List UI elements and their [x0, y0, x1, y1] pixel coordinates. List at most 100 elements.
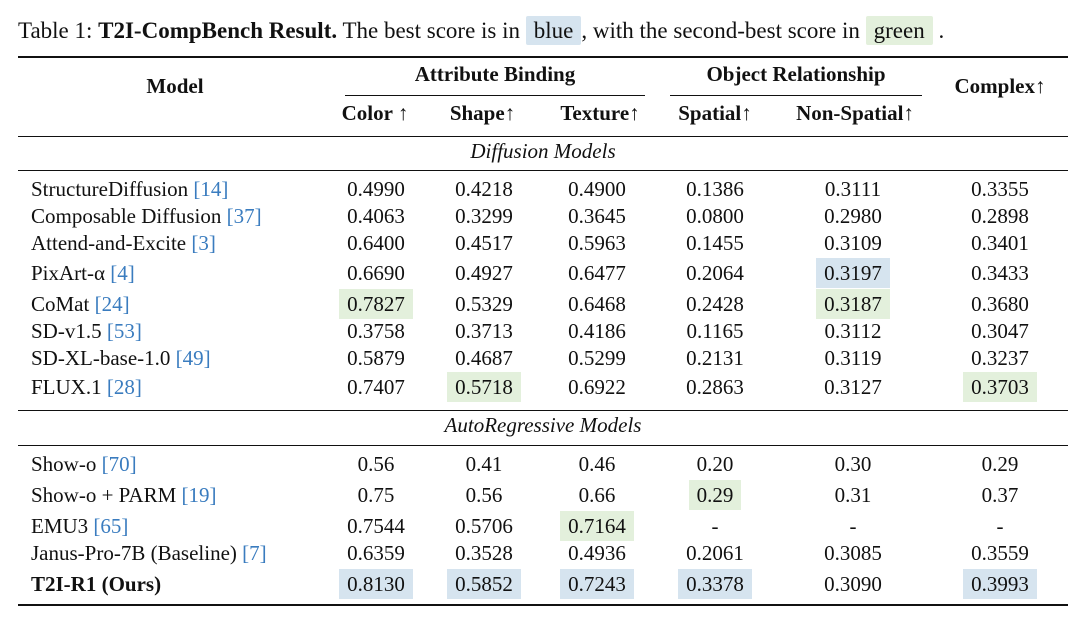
- score-value: 0.2061: [686, 541, 744, 565]
- table-row: Janus-Pro-7B (Baseline) [7] 0.6359 0.3528 0…: [0, 538, 1080, 568]
- model-label: EMU3: [31, 514, 94, 538]
- citation-ref: [14]: [193, 177, 229, 201]
- score-cell: 0.3090: [798, 569, 908, 599]
- score-cell: -: [798, 511, 908, 541]
- header-spatial: Spatial↑: [678, 101, 752, 125]
- score-cell: 0.2131: [660, 343, 770, 373]
- score-value: 0.3197: [816, 258, 890, 288]
- model-label: Attend-and-Excite: [31, 231, 192, 255]
- score-cell: 0.3378: [660, 569, 770, 599]
- citation-ref: [53]: [106, 319, 142, 343]
- score-value: 0.4186: [568, 319, 626, 343]
- header-attribute-binding: Attribute Binding: [414, 62, 576, 86]
- score-cell: 0.3703: [945, 372, 1055, 402]
- model-label: StructureDiffusion: [31, 177, 194, 201]
- score-cell: 0.2980: [798, 201, 908, 231]
- score-cell: 0.3433: [945, 258, 1055, 288]
- score-value: 0.20: [696, 452, 734, 476]
- score-cell: 0.3758: [321, 316, 431, 346]
- score-value: 0.5879: [347, 346, 405, 370]
- citation-ref: [3]: [191, 231, 216, 255]
- score-cell: 0.3109: [798, 228, 908, 258]
- score-cell: 0.4517: [429, 228, 539, 258]
- score-cell: 0.46: [542, 449, 652, 479]
- score-cell: 0.3047: [945, 316, 1055, 346]
- score-cell: 0.3119: [798, 343, 908, 373]
- score-cell: 0.3559: [945, 538, 1055, 568]
- score-value: 0.3758: [347, 319, 405, 343]
- score-cell: 0.4687: [429, 343, 539, 373]
- score-value: 0.4063: [347, 204, 405, 228]
- score-cell: 0.6477: [542, 258, 652, 288]
- model-name: FLUX.1 [28]: [31, 372, 142, 402]
- score-cell: 0.4900: [542, 174, 652, 204]
- score-cell: 0.7164: [542, 511, 652, 541]
- score-value: -: [711, 514, 719, 538]
- score-cell: 0.31: [798, 480, 908, 510]
- score-value: 0.66: [578, 483, 616, 507]
- score-cell: 0.3187: [798, 289, 908, 319]
- score-value: 0.4687: [455, 346, 513, 370]
- score-value: 0.3127: [824, 375, 882, 399]
- model-name: Composable Diffusion [37]: [31, 201, 262, 231]
- score-cell: 0.6468: [542, 289, 652, 319]
- score-value: 0.3433: [971, 261, 1029, 285]
- table-row: StructureDiffusion [14] 0.4990 0.4218 0.490…: [0, 174, 1080, 204]
- score-cell: 0.5963: [542, 228, 652, 258]
- model-name: SD-XL-base-1.0 [49]: [31, 343, 211, 373]
- score-cell: 0.3528: [429, 538, 539, 568]
- score-value: 0.2428: [686, 292, 744, 316]
- score-cell: 0.3680: [945, 289, 1055, 319]
- score-value: 0.3090: [824, 572, 882, 596]
- score-value: 0.56: [465, 483, 503, 507]
- score-cell: 0.1165: [660, 316, 770, 346]
- score-value: -: [849, 514, 857, 538]
- score-value: 0.29: [688, 480, 742, 510]
- score-cell: -: [660, 511, 770, 541]
- score-value: 0.46: [578, 452, 616, 476]
- score-value: 0.8130: [339, 569, 413, 599]
- score-value: 0.3109: [824, 231, 882, 255]
- header-texture: Texture↑: [560, 101, 640, 125]
- table-row: SD-XL-base-1.0 [49] 0.5879 0.4687 0.5299 0.2…: [0, 343, 1080, 373]
- score-cell: 0.5299: [542, 343, 652, 373]
- score-value: 0.7243: [560, 569, 634, 599]
- citation-ref: [7]: [242, 541, 267, 565]
- caption-title: T2I-CompBench Result.: [98, 18, 338, 43]
- score-cell: 0.30: [798, 449, 908, 479]
- score-cell: 0.4990: [321, 174, 431, 204]
- score-value: 0.2863: [686, 375, 744, 399]
- table-row: T2I-R1 (Ours) 0.8130 0.5852 0.7243 0.3378 0.3…: [0, 569, 1080, 599]
- score-value: 0.5718: [447, 372, 521, 402]
- score-value: 0.3047: [971, 319, 1029, 343]
- diffusion-section-rule: [18, 170, 1068, 171]
- table-row: Show-o [70] 0.56 0.41 0.46 0.20 0.30 0.29: [0, 449, 1080, 479]
- model-name: T2I-R1 (Ours): [31, 569, 161, 599]
- score-value: 0.2980: [824, 204, 882, 228]
- caption-second-word: green: [865, 16, 933, 45]
- score-cell: 0.3085: [798, 538, 908, 568]
- score-cell: 0.3713: [429, 316, 539, 346]
- table-row: Composable Diffusion [37] 0.4063 0.3299 0.3…: [0, 201, 1080, 231]
- score-cell: 0.7407: [321, 372, 431, 402]
- score-value: 0.4927: [455, 261, 513, 285]
- section-title-diffusion: Diffusion Models: [470, 139, 616, 163]
- model-label: SD-v1.5: [31, 319, 107, 343]
- score-cell: 0.37: [945, 480, 1055, 510]
- caption-label: Table 1:: [18, 18, 93, 43]
- score-value: 0.7544: [347, 514, 405, 538]
- score-value: 0.30: [834, 452, 872, 476]
- score-cell: 0.3299: [429, 201, 539, 231]
- score-value: -: [996, 514, 1004, 538]
- score-cell: 0.6690: [321, 258, 431, 288]
- citation-ref: [70]: [101, 452, 137, 476]
- score-cell: 0.56: [321, 449, 431, 479]
- score-cell: 0.29: [945, 449, 1055, 479]
- score-cell: 0.3197: [798, 258, 908, 288]
- citation-ref: [37]: [226, 204, 262, 228]
- score-value: 0.4990: [347, 177, 405, 201]
- citation-ref: [19]: [181, 483, 217, 507]
- model-label: FLUX.1: [31, 375, 107, 399]
- score-value: 0.37: [981, 483, 1019, 507]
- caption-text-before: The best score is in: [342, 18, 521, 43]
